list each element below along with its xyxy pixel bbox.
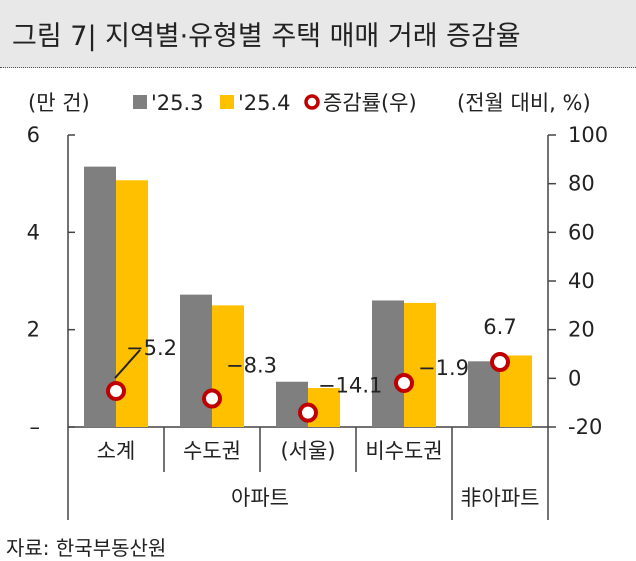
right-tick-label: 100	[568, 123, 608, 147]
bar-2025-03	[468, 361, 500, 427]
left-tick-label: 6	[27, 123, 40, 147]
legend-swatch-2025-04	[220, 95, 234, 109]
change-rate-label: −1.9	[418, 356, 469, 380]
category-label: 비수도권	[365, 439, 442, 463]
callout-leader-line	[114, 349, 141, 379]
category-label: 소계	[97, 439, 136, 463]
right-tick-label: 40	[568, 269, 595, 293]
change-rate-label: −8.3	[226, 354, 277, 378]
group-labels: 아파트 非아파트	[231, 486, 539, 510]
left-ticks: 6 4 2 –	[27, 123, 75, 439]
change-rate-label: −5.2	[126, 336, 177, 360]
right-tick-label: 0	[568, 366, 581, 390]
bars	[84, 166, 532, 427]
right-ticks: 100 80 60 40 20 0 -20	[548, 123, 608, 439]
category-label: 수도권	[183, 439, 241, 463]
change-rate-labels: −5.2 −8.3 −14.1 −1.9 6.7	[114, 315, 517, 398]
legend: (만 건) '25.3 '25.4 증감률(우) (전월 대비, %)	[28, 91, 591, 115]
title-bar: 그림 7| 지역별·유형별 주택 매매 거래 증감율	[0, 0, 636, 68]
right-tick-label: -20	[568, 415, 602, 439]
legend-swatch-2025-03	[133, 95, 147, 109]
left-tick-label: 2	[27, 318, 40, 342]
legend-label-2025-03: '25.3	[151, 91, 204, 115]
source-note: 자료: 한국부동산원	[6, 536, 167, 560]
right-tick-label: 20	[568, 318, 595, 342]
change-rate-marker	[490, 352, 510, 373]
bar-2025-03	[372, 300, 404, 427]
left-tick-label: –	[30, 415, 41, 439]
right-tick-label: 80	[568, 172, 595, 196]
change-rate-marker	[106, 380, 126, 401]
change-rate-marker	[202, 388, 222, 409]
change-rate-markers	[106, 352, 510, 423]
category-separators	[163, 427, 453, 520]
legend-label-change-rate: 증감률(우)	[323, 91, 417, 115]
right-tick-label: 60	[568, 220, 595, 244]
legend-label-2025-04: '25.4	[238, 91, 291, 115]
left-unit-label: (만 건)	[28, 91, 90, 115]
chart-title: 그림 7| 지역별·유형별 주택 매매 거래 증감율	[12, 21, 521, 52]
bar-2025-04	[404, 302, 436, 427]
change-rate-marker	[298, 402, 318, 423]
change-rate-label: −14.1	[318, 374, 382, 398]
group-label: 아파트	[231, 486, 289, 510]
right-unit-label: (전월 대비, %)	[457, 91, 591, 115]
change-rate-label: 6.7	[483, 315, 516, 339]
category-label: (서울)	[280, 439, 335, 463]
left-tick-label: 4	[27, 220, 40, 244]
change-rate-marker	[394, 372, 414, 393]
category-labels: 소계 수도권 (서울) 비수도권	[97, 439, 443, 463]
legend-marker-change-rate	[304, 94, 320, 110]
group-label: 非아파트	[461, 486, 540, 510]
